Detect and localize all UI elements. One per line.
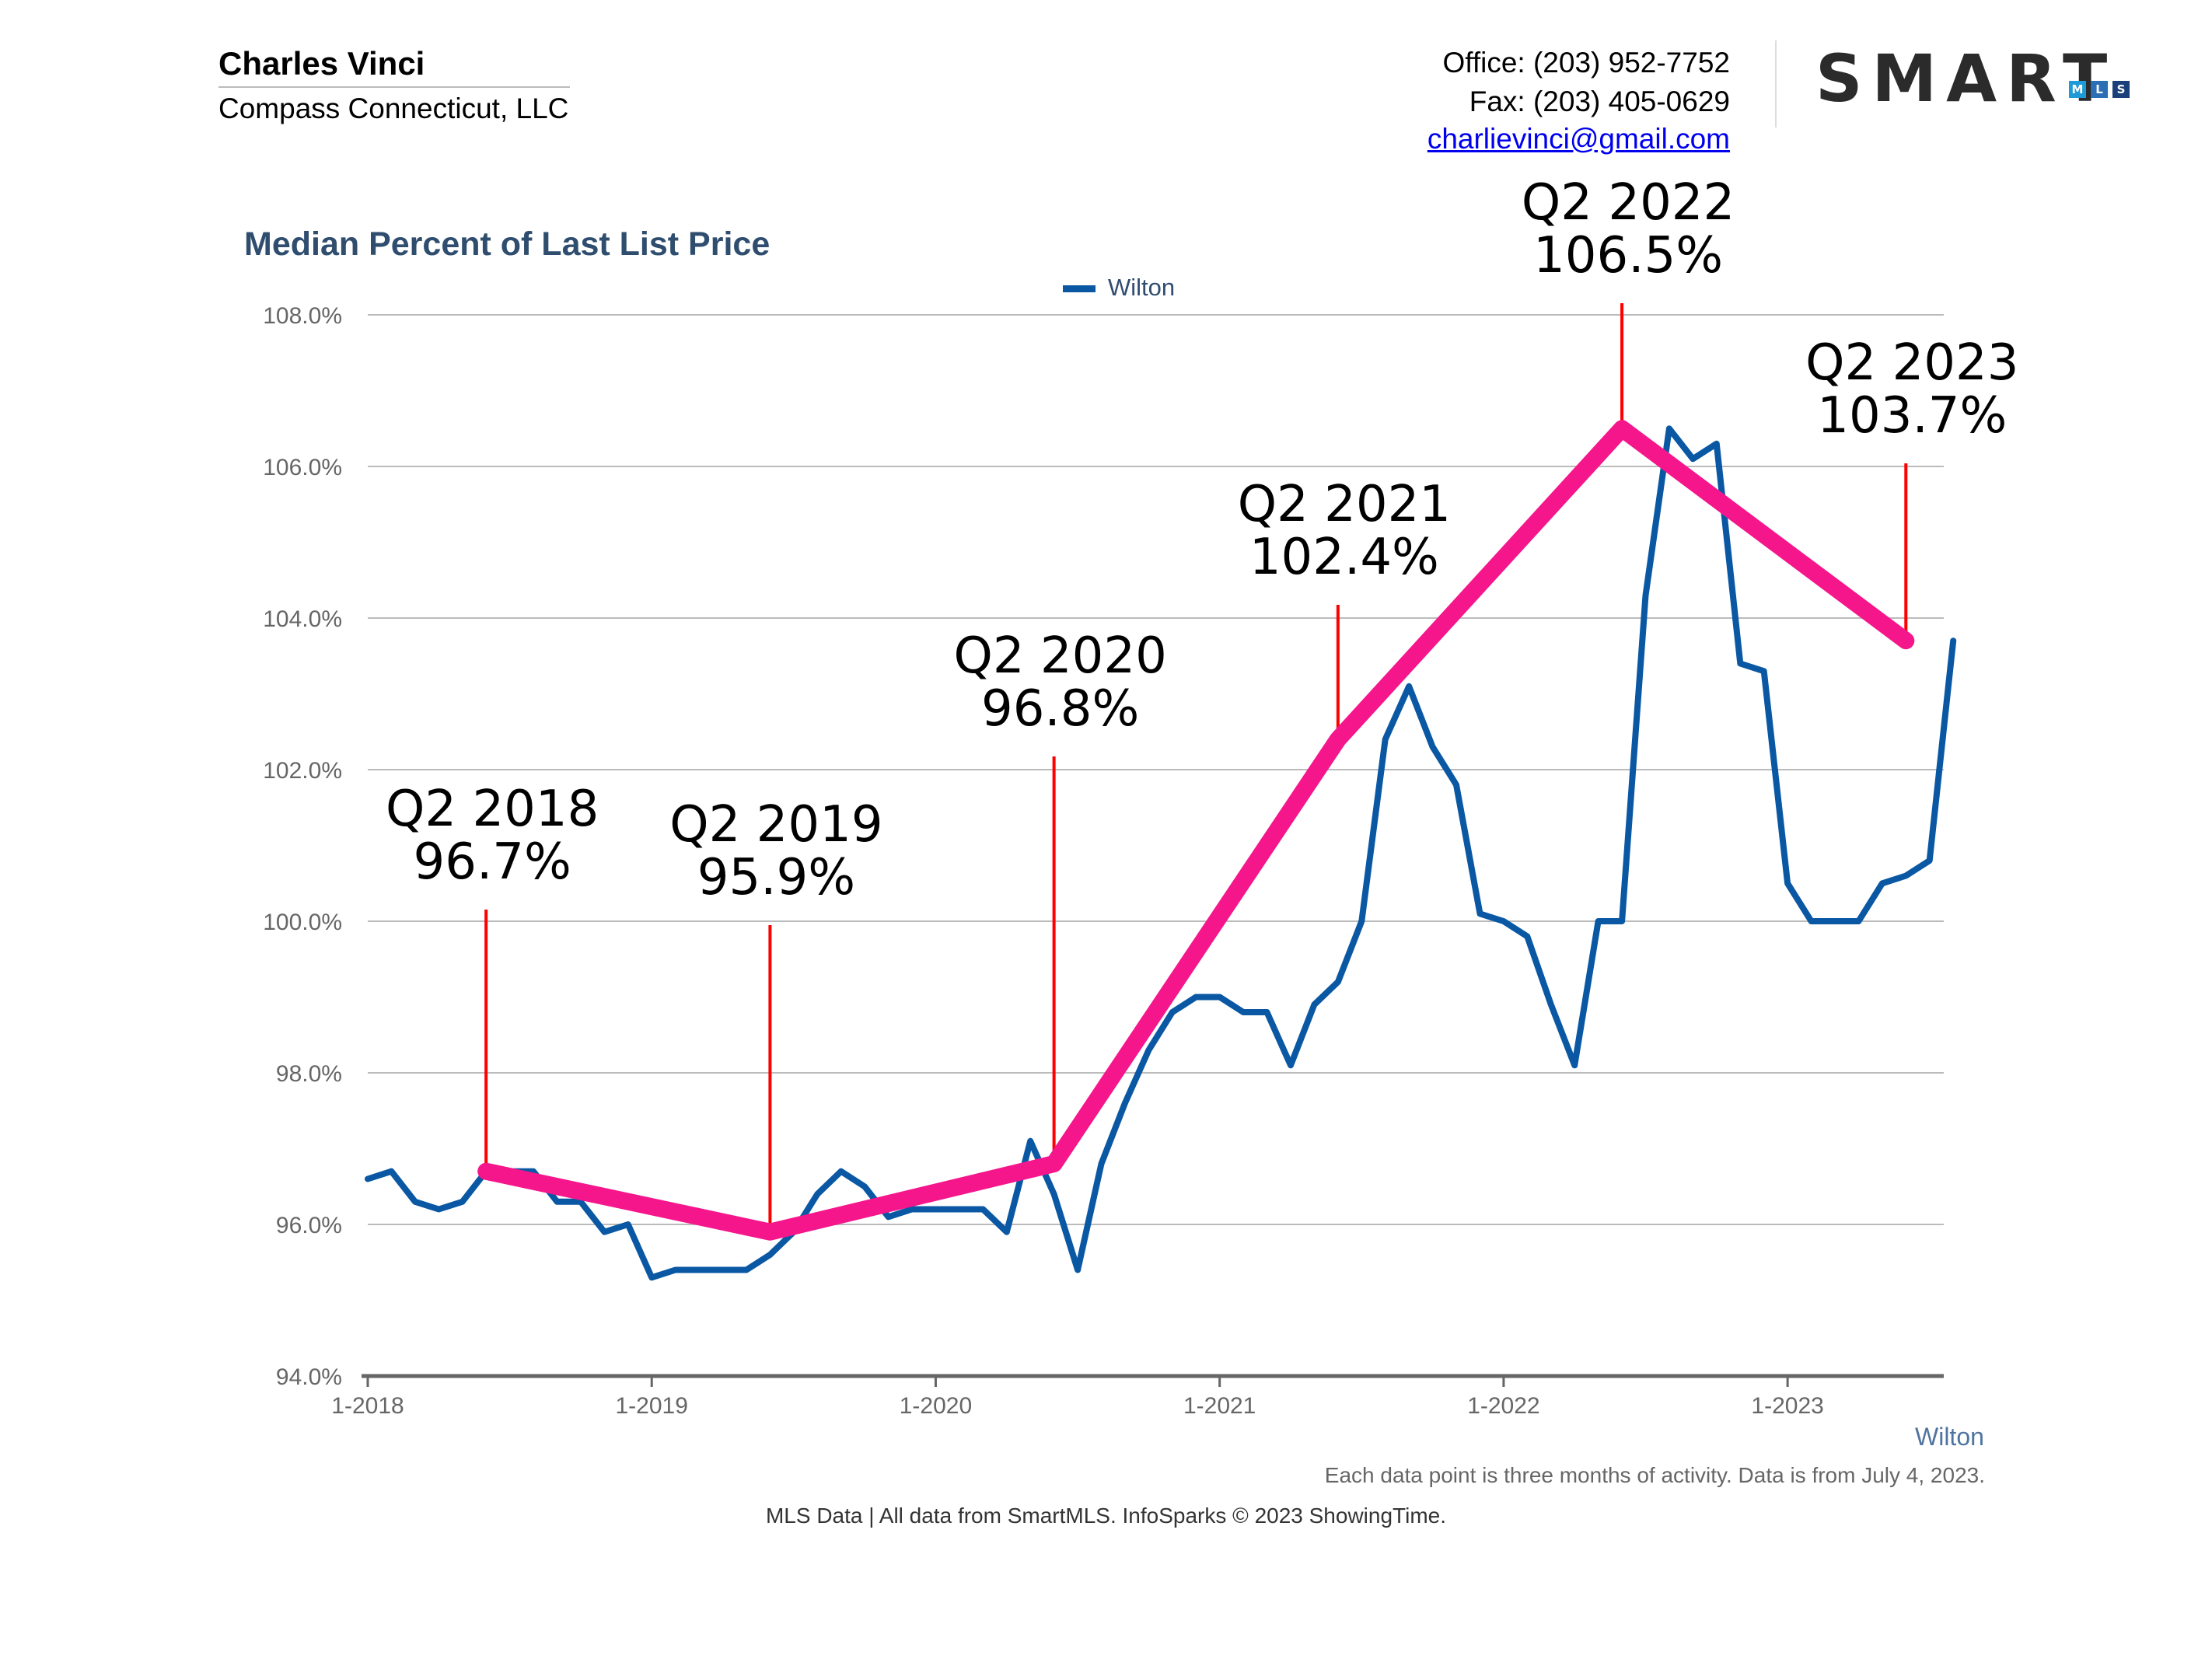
header-divider — [218, 86, 570, 88]
x-tick-label: 1-2020 — [900, 1393, 972, 1419]
logo-divider — [1775, 40, 1777, 127]
annotation-quarter-label: Q2 2022 — [1522, 174, 1735, 232]
smartmls-logo: SMART — [1815, 40, 2116, 117]
y-tick-label: 96.0% — [276, 1213, 342, 1238]
x-tick-label: 1-2022 — [1467, 1393, 1539, 1419]
annotation-quarter-label: Q2 2020 — [953, 627, 1166, 685]
y-tick-label: 104.0% — [263, 606, 342, 632]
annotation-quarter-label: Q2 2018 — [386, 781, 599, 838]
y-tick-label: 98.0% — [276, 1061, 342, 1087]
gridlines — [368, 314, 1944, 1225]
logo-square-l: L — [2091, 81, 2108, 98]
logo-square-m: M — [2069, 81, 2086, 98]
footnote: Each data point is three months of activ… — [1324, 1463, 1985, 1487]
chart-title: Median Percent of Last List Price — [244, 225, 771, 263]
annotation-value-label: 95.9% — [697, 849, 855, 906]
logo-square-s: S — [2112, 81, 2130, 98]
x-tick-label: 1-2021 — [1183, 1393, 1256, 1419]
annotation-value-label: 103.7% — [1817, 387, 2007, 445]
agent-name: Charles Vinci — [218, 45, 425, 82]
series-line-wilton — [365, 425, 1957, 1281]
credits: MLS Data | All data from SmartMLS. InfoS… — [765, 1504, 1446, 1528]
annotation-value-label: 96.8% — [981, 680, 1139, 738]
y-tick-label: 106.0% — [263, 455, 342, 480]
series-label: Wilton — [1915, 1423, 1984, 1451]
annotation-value-label: 102.4% — [1249, 529, 1439, 586]
series-lines — [365, 425, 1957, 1281]
fax-number: Fax: (203) 405-0629 — [1469, 86, 1730, 117]
logo-text: SMART — [1815, 40, 2117, 117]
annotation-quarter-label: Q2 2023 — [1805, 334, 2018, 392]
agent-company: Compass Connecticut, LLC — [218, 93, 569, 124]
axes: 108.0% 106.0% 104.0% 102.0% 100.0% 98.0% 96.0%… — [263, 303, 1944, 1419]
x-tick-label: 1-2019 — [616, 1393, 688, 1419]
annotation-value-label: 96.7% — [414, 833, 571, 891]
annotation-quarter-label: Q2 2021 — [1238, 476, 1451, 533]
legend-swatch — [1063, 285, 1096, 292]
y-tick-label: 94.0% — [276, 1364, 342, 1390]
office-phone: Office: (203) 952-7752 — [1442, 47, 1730, 79]
y-tick-label: 108.0% — [263, 303, 342, 329]
legend-label: Wilton — [1108, 274, 1176, 301]
y-tick-label: 100.0% — [263, 910, 342, 935]
x-tick-label: 1-2023 — [1751, 1393, 1823, 1419]
annotation-value-label: 106.5% — [1533, 227, 1723, 285]
y-tick-label: 102.0% — [263, 758, 342, 784]
email-link[interactable]: charlievinci@gmail.com — [1427, 123, 1730, 155]
trend-line — [477, 420, 1915, 1241]
x-tick-label: 1-2018 — [331, 1393, 404, 1419]
annotation-quarter-label: Q2 2019 — [669, 796, 882, 854]
